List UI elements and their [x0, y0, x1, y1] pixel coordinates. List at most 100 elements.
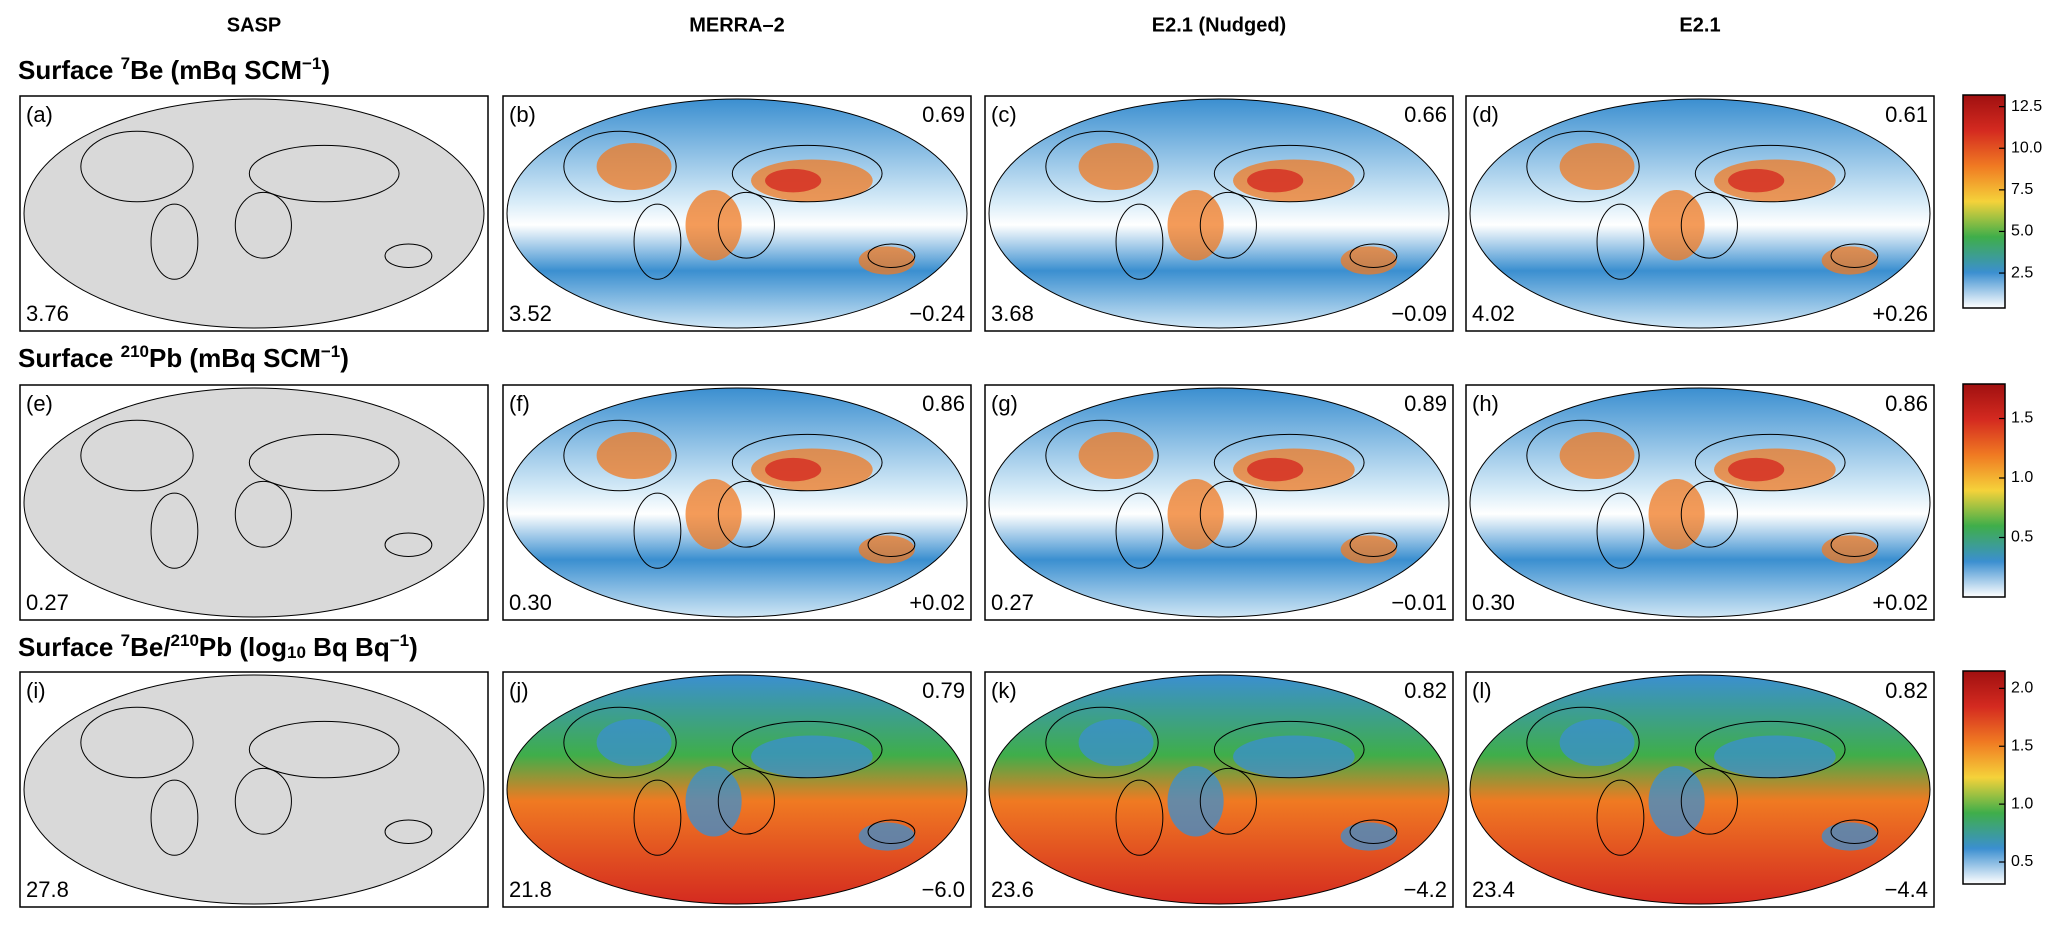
panel-stat: 27.8 — [26, 877, 69, 902]
continent-outline — [731, 720, 883, 779]
land-pattern — [1559, 143, 1635, 190]
land-pattern — [1247, 457, 1304, 482]
title-part: −1 — [321, 342, 340, 361]
continent-outline — [248, 144, 400, 203]
continent-outline — [1526, 706, 1640, 779]
land-pattern — [1340, 535, 1397, 564]
land-pattern — [1078, 143, 1154, 190]
column-header: SASP — [227, 14, 281, 36]
title-part: ) — [340, 343, 349, 373]
title-part: −1 — [390, 631, 409, 650]
title-part: 10 — [287, 643, 306, 662]
continent-outline — [1596, 779, 1645, 856]
continent-outline — [1526, 130, 1640, 203]
continent-outline — [1213, 144, 1365, 203]
continent-outline — [1045, 706, 1159, 779]
title-part: Pb (log — [199, 632, 287, 662]
land-pattern — [685, 190, 742, 261]
panel-stat: 0.86 — [1885, 391, 1928, 416]
colorbar-tick-label: 2.5 — [2011, 264, 2033, 281]
panel-stat: 0.30 — [1472, 590, 1515, 615]
continent-outline — [1213, 720, 1365, 779]
panel-stat: 3.68 — [991, 301, 1034, 326]
land-pattern — [1728, 168, 1785, 193]
continent-outline — [563, 130, 677, 203]
column-header: E2.1 — [1679, 14, 1720, 36]
continent-outline — [1349, 243, 1398, 269]
continent-outline — [1680, 191, 1738, 259]
panel-label: (g) — [991, 391, 1018, 416]
panel-stat: 0.27 — [991, 590, 1034, 615]
panel-stat: 23.6 — [991, 877, 1034, 902]
title-part: 210 — [121, 342, 149, 361]
land-pattern — [1821, 535, 1878, 564]
continent-outline — [80, 706, 194, 779]
panel-label: (e) — [26, 391, 53, 416]
map — [23, 387, 485, 618]
continent-outline — [384, 819, 433, 845]
colorbar — [1962, 383, 2006, 598]
continent-outline — [1213, 433, 1365, 492]
land-pattern — [1247, 168, 1304, 193]
title-part: 7 — [121, 54, 130, 73]
title-part: Surface — [18, 55, 121, 85]
continent-outline — [717, 191, 775, 259]
land-pattern — [765, 457, 822, 482]
land-pattern — [685, 766, 742, 837]
panel-stat: +0.02 — [909, 590, 965, 615]
land-pattern — [858, 822, 915, 851]
continent-outline — [384, 243, 433, 269]
land-pattern — [596, 143, 672, 190]
title-part: Pb (mBq SCM — [149, 343, 321, 373]
panel-label: (h) — [1472, 391, 1499, 416]
row-title: Surface 7Be (mBq SCM−1) — [18, 54, 330, 85]
colorbar-tick-label: 0.5 — [2011, 529, 2033, 546]
continent-outline — [1694, 433, 1846, 492]
land-pattern — [858, 246, 915, 275]
continent-outline — [80, 130, 194, 203]
continent-outline — [1694, 144, 1846, 203]
continent-outline — [1694, 720, 1846, 779]
title-part: ) — [321, 55, 330, 85]
land-pattern — [1559, 719, 1635, 766]
map — [23, 674, 485, 905]
colorbar-tick-label: 1.0 — [2011, 795, 2033, 812]
panel-stat: 0.61 — [1885, 102, 1928, 127]
continent-outline — [1830, 532, 1879, 558]
continent-outline — [1596, 492, 1645, 569]
land-pattern — [1559, 432, 1635, 479]
row-title: Surface 7Be/210Pb (log10 Bq Bq−1) — [18, 631, 418, 662]
land-pattern — [858, 535, 915, 564]
continent-outline — [731, 144, 883, 203]
colorbar-tick-label: 1.0 — [2011, 469, 2033, 486]
land-pattern — [751, 735, 873, 778]
land-pattern — [1648, 479, 1705, 550]
land-pattern — [1340, 246, 1397, 275]
continent-outline — [633, 779, 682, 856]
row-title: Surface 210Pb (mBq SCM−1) — [18, 342, 349, 373]
panel-stat: 0.66 — [1404, 102, 1447, 127]
panel-label: (a) — [26, 102, 53, 127]
panel-stat: 0.27 — [26, 590, 69, 615]
title-part: 7 — [121, 631, 130, 650]
continent-outline — [1349, 532, 1398, 558]
continent-outline — [234, 767, 292, 835]
panel-stat: 0.89 — [1404, 391, 1447, 416]
panel-label: (b) — [509, 102, 536, 127]
colorbar-tick-label: 1.5 — [2011, 410, 2033, 427]
land-pattern — [1078, 432, 1154, 479]
panel-stat: −6.0 — [922, 877, 965, 902]
continent-outline — [150, 492, 199, 569]
colorbar — [1962, 670, 2006, 885]
continent-outline — [1115, 203, 1164, 280]
panel-stat: −0.01 — [1391, 590, 1447, 615]
continent-outline — [1680, 480, 1738, 548]
column-header: E2.1 (Nudged) — [1152, 14, 1286, 36]
land-pattern — [1078, 719, 1154, 766]
panel-stat: 23.4 — [1472, 877, 1515, 902]
land-pattern — [1728, 457, 1785, 482]
continent-outline — [563, 706, 677, 779]
continent-outline — [1349, 819, 1398, 845]
panel-stat: 0.79 — [922, 678, 965, 703]
